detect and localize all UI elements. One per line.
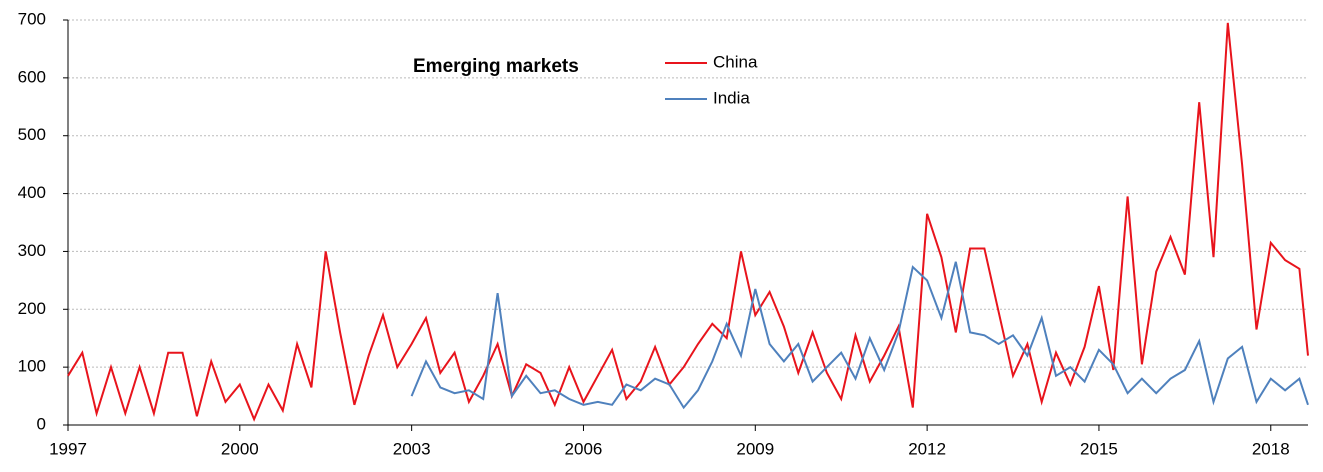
y-tick-label: 600 [18, 67, 46, 86]
series-line [410, 261, 1309, 410]
x-tick-label: 2003 [393, 439, 431, 458]
y-tick-label: 700 [18, 9, 46, 28]
y-tick-label: 200 [18, 299, 46, 318]
x-tick-label: 2018 [1252, 439, 1290, 458]
x-tick-label: 2012 [908, 439, 946, 458]
y-tick-label: 300 [18, 241, 46, 260]
y-tick-label: 500 [18, 125, 46, 144]
x-tick-label: 2006 [565, 439, 603, 458]
y-tick-label: 0 [37, 414, 46, 433]
series-line [67, 22, 1309, 422]
x-tick-label: 2009 [736, 439, 774, 458]
x-tick-label: 2015 [1080, 439, 1118, 458]
x-tick-label: 2000 [221, 439, 259, 458]
legend-title: Emerging markets [413, 56, 579, 77]
legend-label: China [713, 52, 758, 71]
x-tick-label: 1997 [49, 439, 87, 458]
legend-label: India [713, 88, 750, 107]
y-tick-label: 100 [18, 357, 46, 376]
y-tick-label: 400 [18, 183, 46, 202]
